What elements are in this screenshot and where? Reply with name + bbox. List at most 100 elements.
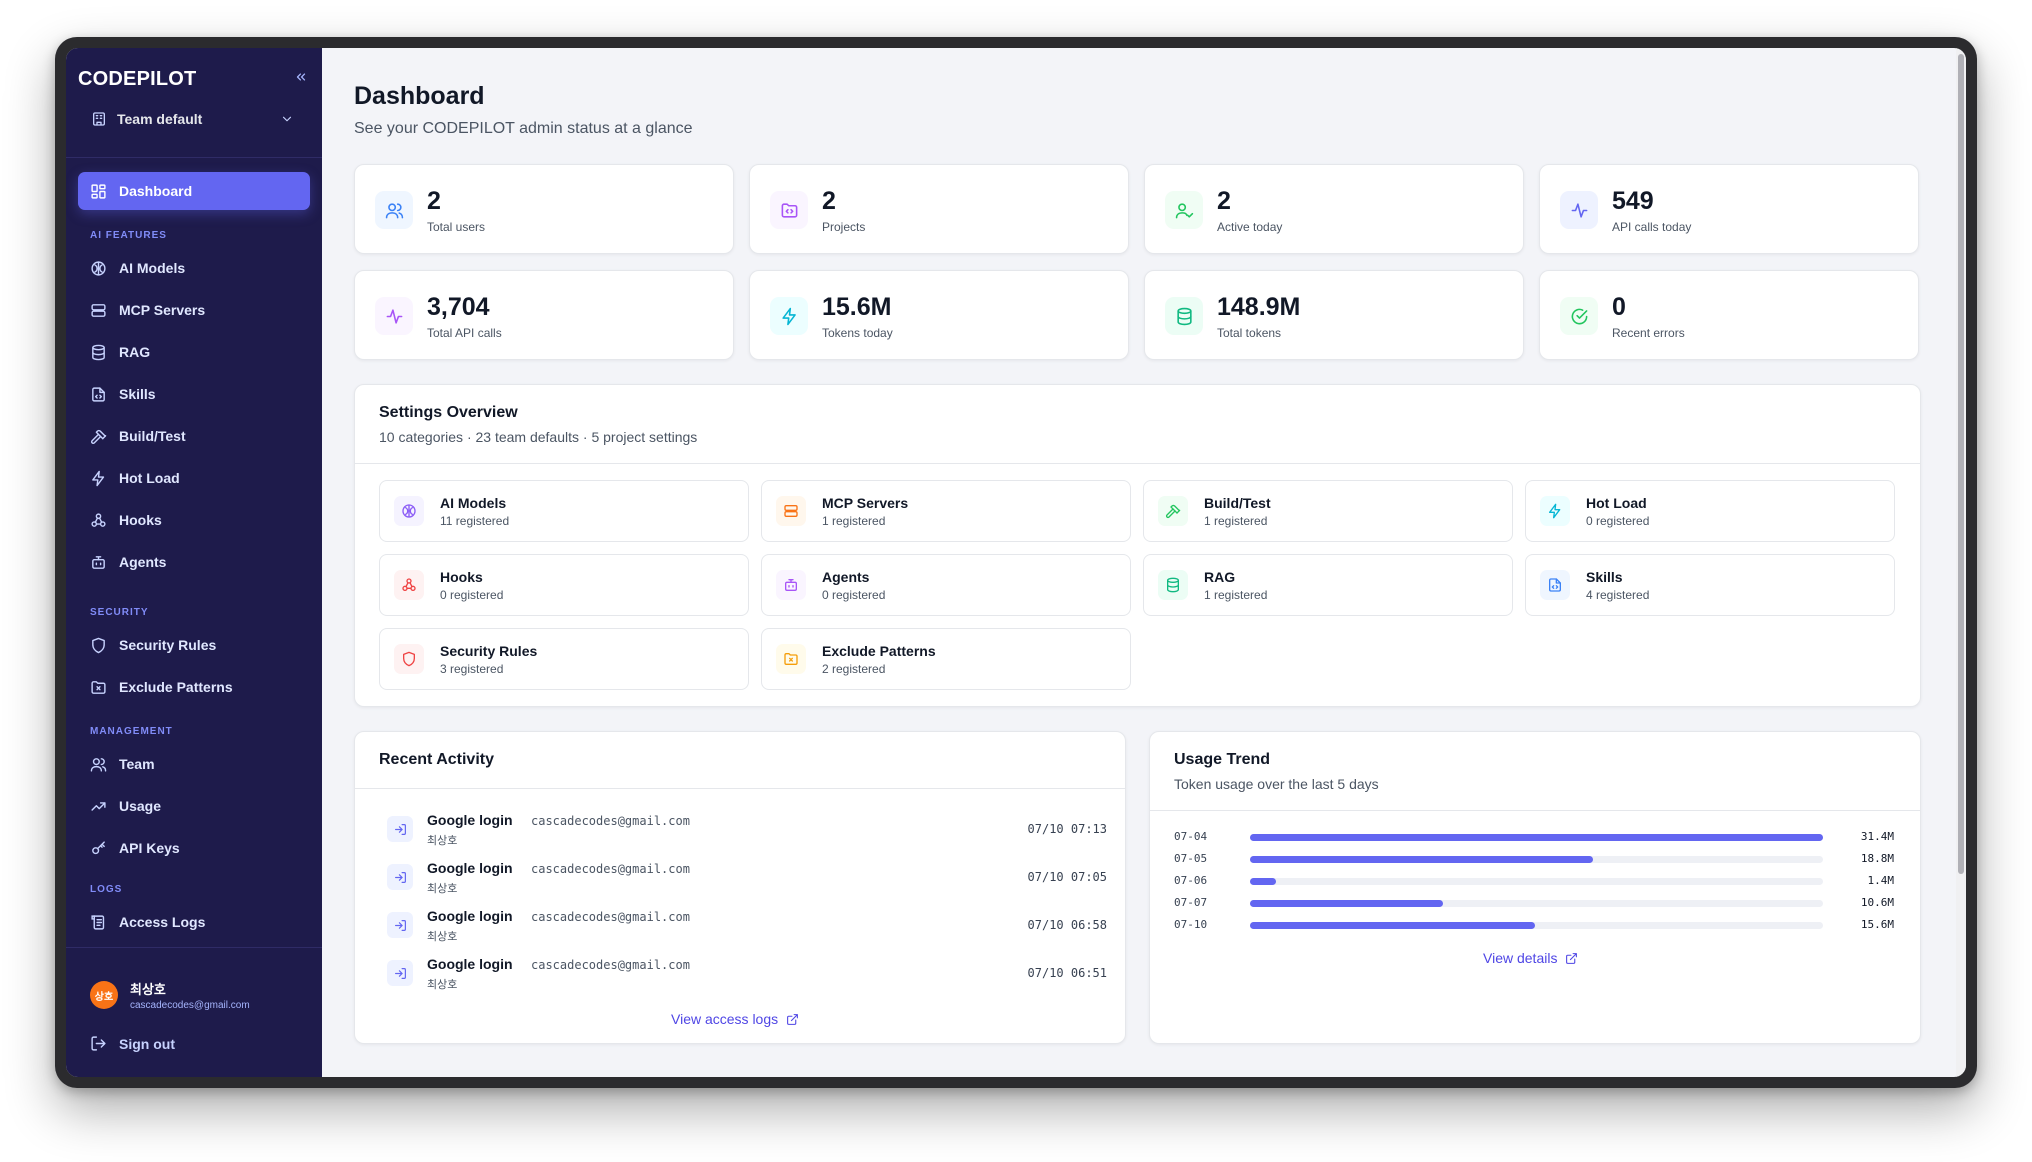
database-icon — [1176, 307, 1192, 325]
sidebar-item-label: Hooks — [119, 512, 162, 528]
stat-label: Tokens today — [822, 326, 893, 340]
stat-label: Total users — [427, 220, 486, 234]
stat-card-tokens-today: 15.6M Tokens today — [749, 270, 1129, 360]
setting-icon — [1540, 570, 1570, 600]
activity-user: 최상호 — [427, 931, 458, 943]
stat-icon — [375, 297, 413, 335]
trend-bar — [1250, 834, 1823, 841]
sidebar-item-team[interactable]: Team — [78, 745, 310, 783]
trend-row: 07-06 1.4M — [1174, 872, 1894, 890]
setting-tile-hot-load[interactable]: Hot Load 0 registered — [1525, 480, 1895, 542]
stat-card-projects: 2 Projects — [749, 164, 1129, 254]
activity-email: cascadecodes@gmail.com — [531, 862, 690, 876]
sidebar-item-agents[interactable]: Agents — [78, 543, 310, 581]
setting-name: Hooks — [440, 569, 483, 585]
sidebar-item-skills[interactable]: Skills — [78, 375, 310, 413]
activity-time: 07/10 07:13 — [1027, 822, 1107, 836]
sidebar-item-label: API Keys — [119, 840, 180, 856]
section-label-management: MANAGEMENT — [90, 726, 173, 737]
trend-date-label: 07-05 — [1174, 852, 1208, 865]
sidebar-item-api-keys[interactable]: API Keys — [78, 829, 310, 867]
link-label: View details — [1483, 950, 1558, 966]
sidebar-item-usage[interactable]: Usage — [78, 787, 310, 825]
hammer-icon — [91, 429, 107, 444]
setting-tile-agents[interactable]: Agents 0 registered — [761, 554, 1131, 616]
settings-overview-subtitle: 10 categories · 23 team defaults · 5 pro… — [379, 429, 698, 445]
server-icon — [91, 303, 106, 317]
sidebar-item-hot-load[interactable]: Hot Load — [78, 459, 310, 497]
log-in-icon — [387, 960, 413, 986]
trend-row: 07-07 10.6M — [1174, 894, 1894, 912]
activity-user: 최상호 — [427, 883, 458, 895]
stat-value: 0 — [1612, 293, 1626, 321]
setting-tile-ai-models[interactable]: AI Models 11 registered — [379, 480, 749, 542]
section-label-security: SECURITY — [90, 607, 149, 618]
bot-icon — [785, 579, 797, 591]
folder-code-icon — [781, 202, 797, 218]
trend-value-label: 15.6M — [1860, 918, 1894, 931]
stat-label: Total tokens — [1217, 326, 1282, 340]
stat-card-total-tokens: 148.9M Total tokens — [1144, 270, 1524, 360]
setting-tile-rag[interactable]: RAG 1 registered — [1143, 554, 1513, 616]
trend-bar-track — [1250, 856, 1823, 863]
sidebar-item-dashboard[interactable]: Dashboard — [78, 172, 310, 210]
stat-value: 2 — [427, 187, 441, 215]
stat-icon — [1560, 297, 1598, 335]
setting-tile-build-test[interactable]: Build/Test 1 registered — [1143, 480, 1513, 542]
setting-count: 1 registered — [822, 514, 886, 528]
stat-card-api-calls-today: 549 API calls today — [1539, 164, 1919, 254]
brand-logo: CODEPILOT — [78, 68, 197, 90]
setting-tile-exclude-patterns[interactable]: Exclude Patterns 2 registered — [761, 628, 1131, 690]
setting-icon — [776, 496, 806, 526]
stat-label: Projects — [822, 220, 866, 234]
database-icon — [92, 344, 105, 360]
sidebar-item-access-logs[interactable]: Access Logs — [78, 903, 310, 941]
sidebar-item-ai-models[interactable]: AI Models — [78, 249, 310, 287]
sidebar-item-build-test[interactable]: Build/Test — [78, 417, 310, 455]
sidebar-item-rag[interactable]: RAG — [78, 333, 310, 371]
sidebar-item-exclude-patterns[interactable]: Exclude Patterns — [78, 668, 310, 706]
setting-tile-hooks[interactable]: Hooks 0 registered — [379, 554, 749, 616]
view-access-logs-link[interactable]: View access logs — [671, 1011, 799, 1027]
sidebar-item-mcp-servers[interactable]: MCP Servers — [78, 291, 310, 329]
sidebar-item-hooks[interactable]: Hooks — [78, 501, 310, 539]
setting-name: AI Models — [440, 495, 507, 511]
trend-bar — [1250, 878, 1276, 885]
sign-out-button[interactable]: Sign out — [90, 1035, 175, 1052]
sidebar-item-label: Agents — [119, 554, 167, 570]
key-icon — [92, 840, 105, 854]
trend-row: 07-10 15.6M — [1174, 916, 1894, 934]
activity-icon — [1571, 202, 1587, 218]
trend-bar — [1250, 900, 1444, 907]
sidebar-item-label: Exclude Patterns — [119, 679, 233, 695]
scrollbar[interactable] — [1956, 48, 1966, 1077]
setting-tile-skills[interactable]: Skills 4 registered — [1525, 554, 1895, 616]
trend-row: 07-04 31.4M — [1174, 828, 1894, 846]
activity-email: cascadecodes@gmail.com — [531, 814, 690, 828]
trend-bar-track — [1250, 834, 1823, 841]
setting-count: 2 registered — [822, 662, 886, 676]
file-code-icon — [1549, 578, 1561, 592]
setting-tile-mcp-servers[interactable]: MCP Servers 1 registered — [761, 480, 1131, 542]
log-out-icon — [91, 1036, 106, 1051]
database-icon — [1167, 577, 1179, 593]
setting-tile-security-rules[interactable]: Security Rules 3 registered — [379, 628, 749, 690]
trend-value-label: 1.4M — [1867, 874, 1895, 887]
activity-icon — [386, 308, 402, 324]
team-selector[interactable]: Team default — [78, 104, 298, 134]
trend-date-label: 07-10 — [1174, 918, 1208, 931]
sidebar-item-security-rules[interactable]: Security Rules — [78, 626, 310, 664]
setting-name: Agents — [822, 569, 870, 585]
user-profile[interactable]: 상호 최상호 cascadecodes@gmail.com — [90, 979, 250, 1011]
collapse-sidebar-icon[interactable] — [294, 70, 308, 89]
setting-count: 1 registered — [1204, 514, 1268, 528]
user-name: 최상호 — [130, 982, 166, 997]
shield-icon — [403, 651, 415, 667]
device-frame: CODEPILOT Team default Dashboard AI FEAT… — [55, 37, 1977, 1088]
scrollbar-thumb[interactable] — [1958, 54, 1964, 874]
page-subtitle: See your CODEPILOT admin status at a gla… — [354, 120, 693, 137]
team-selector-label: Team default — [117, 111, 203, 127]
activity-email: cascadecodes@gmail.com — [531, 910, 690, 924]
view-details-link[interactable]: View details — [1483, 950, 1578, 966]
check-circle-icon — [1571, 308, 1587, 324]
